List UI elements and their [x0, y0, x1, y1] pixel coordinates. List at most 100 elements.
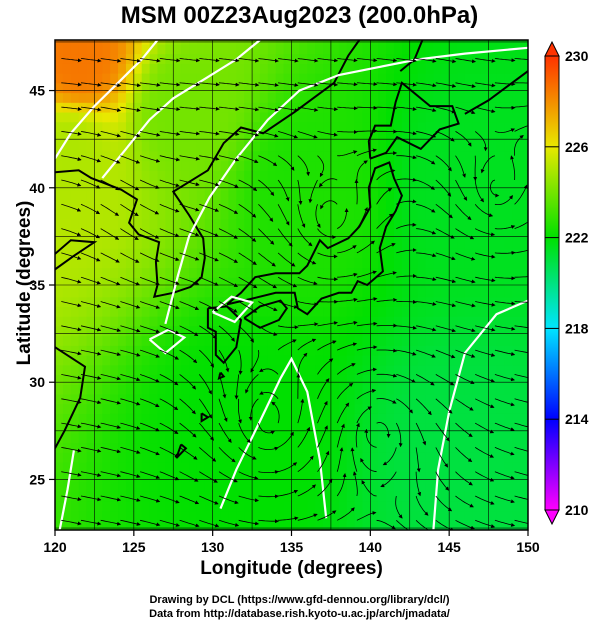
field-cell [283, 471, 293, 482]
field-cell [78, 160, 88, 171]
field-cell [441, 364, 450, 376]
field-cell [86, 199, 96, 210]
field-cell [94, 481, 103, 492]
field-cell [212, 277, 222, 288]
field-cell [520, 82, 528, 94]
field-cell [449, 248, 458, 259]
streamline [179, 82, 201, 87]
field-cell [354, 141, 364, 152]
field-cell [346, 296, 356, 307]
streamline [159, 203, 180, 213]
field-cell [228, 481, 237, 492]
streamline [61, 301, 82, 308]
field-cell [149, 520, 159, 530]
field-cell [118, 40, 127, 45]
field-cell [267, 355, 277, 366]
field-cell [204, 471, 214, 482]
field-cell [338, 306, 348, 317]
field-cell [323, 199, 332, 210]
field-cell [118, 82, 127, 94]
field-cell [393, 471, 403, 482]
field-cell [504, 40, 513, 45]
field-cell [110, 92, 119, 103]
field-cell [362, 286, 371, 298]
field-cell [520, 267, 528, 278]
field-cell [362, 481, 371, 492]
field-cell [204, 73, 214, 84]
field-cell [55, 296, 64, 307]
field-cell [252, 82, 261, 94]
field-cell [228, 325, 237, 337]
streamline [475, 58, 496, 63]
field-cell [189, 131, 198, 142]
field-cell [189, 111, 198, 123]
field-cell [157, 374, 166, 385]
streamline [139, 276, 160, 286]
field-cell [464, 520, 474, 530]
streamline [258, 58, 279, 63]
field-cell [386, 374, 395, 385]
field-cell [354, 461, 364, 473]
streamline [474, 447, 495, 458]
field-cell [244, 335, 253, 346]
streamline [199, 276, 219, 286]
field-cell [504, 374, 513, 385]
field-cell [283, 403, 293, 414]
streamline [416, 58, 437, 63]
field-cell [204, 296, 214, 307]
field-cell [393, 277, 403, 288]
field-cell [488, 403, 498, 414]
field-cell [488, 102, 498, 113]
field-cell [330, 403, 340, 414]
streamline [356, 128, 378, 133]
field-cell [338, 131, 348, 142]
field-cell [472, 199, 482, 210]
field-cell [125, 121, 135, 132]
field-cell [55, 102, 64, 113]
field-cell [338, 384, 348, 395]
field-cell [125, 199, 135, 210]
field-cell [299, 452, 308, 463]
field-cell [55, 170, 64, 181]
field-cell [449, 296, 458, 307]
field-cell [362, 335, 371, 346]
field-cell [512, 160, 521, 171]
streamline [61, 82, 82, 87]
field-cell [496, 257, 505, 269]
field-cell [55, 131, 64, 142]
field-cell [330, 364, 340, 376]
field-cell [149, 481, 159, 492]
field-cell [189, 53, 198, 64]
field-cell [409, 491, 419, 502]
field-cell [433, 374, 442, 385]
field-cell [401, 364, 411, 376]
field-cell [472, 432, 482, 444]
streamline [159, 155, 181, 162]
field-cell [196, 442, 206, 453]
field-cell [228, 364, 237, 376]
field-cell [457, 413, 466, 424]
streamline [455, 228, 475, 240]
field-cell [70, 170, 80, 181]
field-cell [464, 218, 474, 230]
field-cell [409, 316, 419, 327]
field-cell [409, 471, 419, 482]
field-cell [354, 131, 364, 142]
field-cell [110, 364, 119, 376]
streamline [80, 203, 101, 215]
streamline [376, 106, 398, 111]
field-cell [346, 82, 356, 94]
field-cell [425, 374, 434, 385]
field-cell [291, 111, 300, 123]
field-cell [70, 218, 80, 230]
field-cell [346, 248, 356, 259]
field-cell [149, 500, 159, 512]
field-cell [433, 43, 442, 55]
field-cell [330, 306, 340, 317]
streamline [80, 374, 102, 380]
field-cell [433, 257, 442, 269]
streamline [317, 378, 330, 399]
field-cell [102, 452, 111, 463]
field-cell [464, 53, 474, 64]
field-cell [425, 423, 434, 434]
